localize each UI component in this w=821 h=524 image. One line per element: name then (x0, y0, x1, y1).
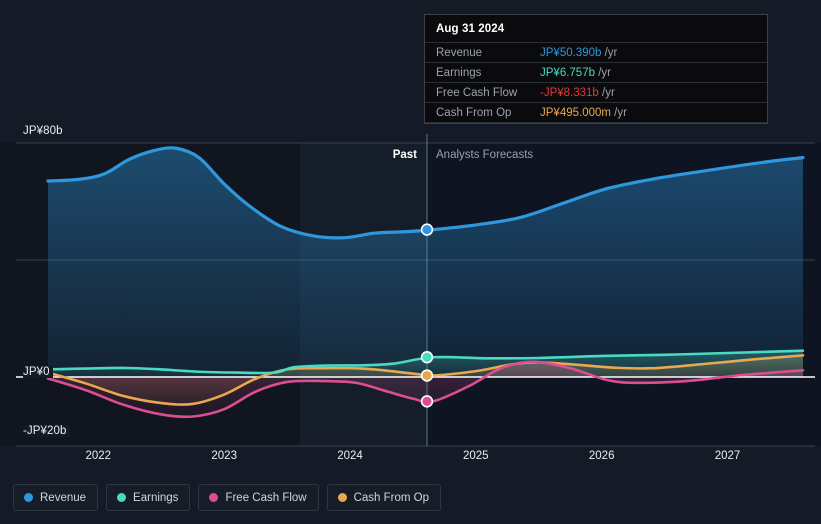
tooltip-rows: Revenue JP¥50.390b /yr Earnings JP¥6.757b /… (425, 42, 767, 123)
tooltip-row-value: JP¥6.757b (540, 66, 595, 79)
legend-color-dot-icon (209, 493, 219, 502)
legend-item-revenue[interactable]: Revenue (13, 484, 99, 511)
legend-item-label: Cash From Op (353, 491, 430, 504)
past-label: Past (392, 149, 417, 161)
tooltip-row: Free Cash Flow -JP¥8.331b /yr (425, 82, 767, 102)
tooltip-row-label: Earnings (436, 66, 482, 79)
series-line-revenue (46, 146, 805, 240)
tooltip-row-unit: /yr (601, 46, 618, 59)
x-axis-label-2025: 2025 (463, 450, 489, 462)
data-point-marker-cash-from-op[interactable] (420, 369, 434, 382)
x-axis-label-2023: 2023 (211, 450, 237, 462)
series-line-free-cash-flow (46, 360, 805, 419)
legend-color-dot-icon (24, 493, 33, 502)
y-axis-label-neg20b: -JP¥20b (23, 425, 70, 437)
tooltip-row-unit: /yr (610, 106, 627, 119)
legend-item-label: Revenue (40, 491, 87, 504)
tooltip-row-value: JP¥50.390b (540, 46, 602, 59)
tooltip-row-value: JP¥495.000m (540, 106, 611, 119)
tooltip-row-unit: /yr (595, 66, 611, 79)
tooltip-row-value: -JP¥8.331b (540, 86, 599, 99)
area-fill-revenue (48, 147, 803, 377)
legend-item-earnings[interactable]: Earnings (106, 484, 191, 511)
legend-item-label: Earnings (133, 491, 179, 504)
area-fill-free-cash-flow (48, 361, 803, 417)
chart-legend[interactable]: Revenue Earnings Free Cash Flow Cash From O… (13, 484, 442, 511)
tooltip-date: Aug 31 2024 (436, 23, 505, 35)
x-axis-label-2024: 2024 (337, 450, 363, 462)
x-axis-label-2027: 2027 (714, 450, 741, 462)
legend-item-label: Free Cash Flow (225, 491, 307, 504)
tooltip-row-label: Revenue (436, 46, 483, 59)
tooltip-row: Earnings JP¥6.757b /yr (425, 62, 767, 82)
x-axis-label-2026: 2026 (588, 450, 615, 462)
forecast-label: Analysts Forecasts (436, 149, 534, 161)
tooltip-row: Cash From Op JP¥495.000m /yr (425, 102, 767, 123)
y-axis-label-80b: JP¥80b (23, 125, 66, 137)
data-tooltip: Aug 31 2024 Revenue JP¥50.390b /yr Earning… (424, 14, 768, 124)
series-line-cash-from-op (46, 354, 805, 406)
x-axis-label-2022: 2022 (85, 450, 112, 462)
legend-item-cash-from-op[interactable]: Cash From Op (326, 484, 442, 511)
y-axis-label-zero: JP¥0 (23, 366, 53, 378)
data-point-marker-earnings[interactable] (420, 351, 434, 364)
tooltip-row: Revenue JP¥50.390b /yr (425, 42, 767, 62)
tooltip-row-unit: /yr (598, 86, 615, 99)
tooltip-row-label: Cash From Op (436, 106, 512, 119)
legend-item-free-cash-flow[interactable]: Free Cash Flow (198, 484, 319, 511)
legend-color-dot-icon (337, 493, 347, 502)
data-point-marker-revenue[interactable] (420, 223, 434, 236)
legend-color-dot-icon (117, 493, 127, 502)
area-fill-earnings (48, 350, 803, 377)
tooltip-row-label: Free Cash Flow (436, 86, 518, 99)
series-line-earnings (46, 349, 805, 375)
data-point-marker-free-cash-flow[interactable] (420, 395, 434, 408)
